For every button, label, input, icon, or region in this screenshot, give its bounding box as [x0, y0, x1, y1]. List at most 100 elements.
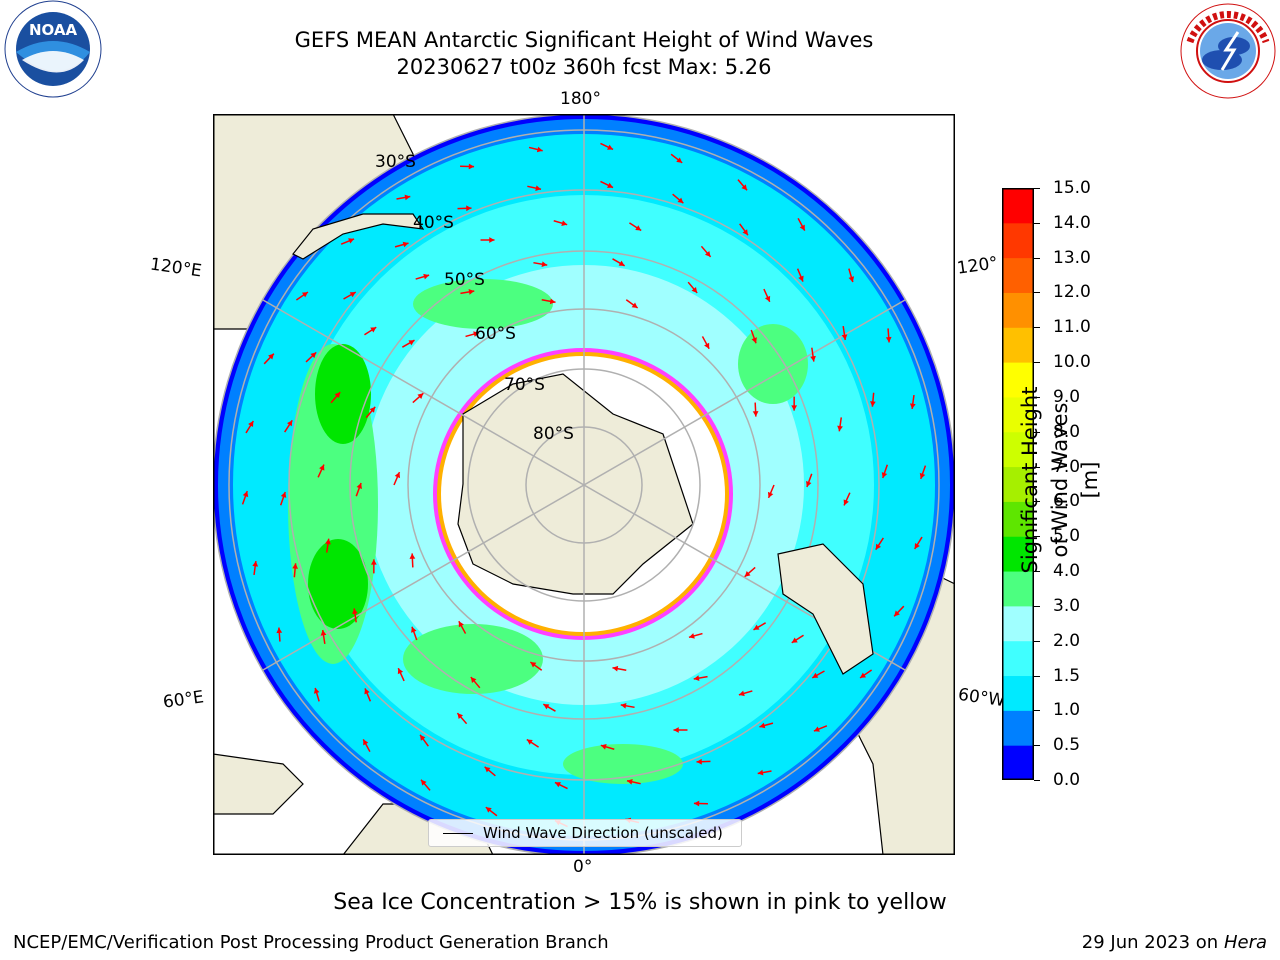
- wave-arrow-head: [751, 337, 757, 344]
- colorbar-tick-label: 13.0: [1053, 247, 1091, 268]
- wave-arrow-head: [693, 800, 700, 807]
- wave-arrow-head: [607, 182, 614, 188]
- colorbar-tick-label: 11.0: [1053, 317, 1091, 338]
- wave-arrow-head: [914, 542, 920, 549]
- date-stamp: 29 Jun 2023 on Hera: [1082, 932, 1267, 953]
- lat-label-80s: 80°S: [533, 424, 574, 444]
- wave-arrow-head: [536, 146, 543, 153]
- colorbar-tick-label: 8.0: [1053, 421, 1081, 442]
- wave-arrow-head: [810, 355, 816, 362]
- wave-arrow-head: [549, 298, 556, 305]
- wave-arrow-head: [530, 662, 537, 668]
- wave-arrow-head: [468, 289, 475, 295]
- wave-arrow-head: [612, 665, 619, 672]
- chart-subtitle: 20230627 t00z 360h fcst Max: 5.26: [396, 55, 772, 79]
- colorbar-bin: [1002, 745, 1034, 780]
- wave-arrow-head: [458, 621, 464, 628]
- wave-arrow-head: [673, 727, 679, 733]
- colorbar-bin: [1002, 396, 1034, 433]
- wave-arrow-head: [349, 292, 356, 298]
- wave-arrow-head: [919, 472, 926, 479]
- colorbar-tick-label: 15.0: [1053, 178, 1091, 198]
- wave-arrow-head: [799, 224, 805, 231]
- wave-arrow-head: [741, 184, 748, 191]
- wave-arrow-head: [420, 734, 426, 741]
- colorbar-tick-mark: [1034, 571, 1040, 573]
- wave-arrow-head: [837, 425, 843, 432]
- credit: NCEP/EMC/Verification Post Processing Pr…: [13, 932, 609, 953]
- lat-label-40s: 40°S: [413, 213, 454, 233]
- wave-arrow-head: [764, 295, 771, 302]
- wave-arrow-head: [798, 275, 804, 282]
- colorbar-bin: [1002, 362, 1034, 398]
- colorbar-bin: [1002, 222, 1034, 259]
- lat-label-60s: 60°S: [475, 324, 516, 344]
- chart-title: GEFS MEAN Antarctic Significant Height o…: [294, 28, 874, 52]
- wave-arrow-head: [417, 393, 424, 399]
- wave-arrow-head: [268, 353, 274, 360]
- nws-logo: [1180, 3, 1276, 99]
- wave-arrow-head: [420, 779, 427, 786]
- legend-label: Wind Wave Direction (unscaled): [483, 824, 723, 842]
- wave-arrow-head: [423, 273, 430, 280]
- wave-arrow-head: [402, 241, 409, 248]
- colorbar-tick-mark: [1034, 605, 1040, 607]
- wave-arrow-head: [691, 287, 698, 293]
- wave-arrow-head: [806, 481, 812, 487]
- colorbar-tick-mark: [1034, 362, 1040, 364]
- colorbar-bin: [1002, 605, 1034, 642]
- lat-label-70s: 70°S: [504, 375, 545, 395]
- wave-arrow-head: [688, 633, 695, 639]
- wave-arrow-head: [696, 758, 702, 765]
- colorbar-bin: [1002, 710, 1034, 746]
- wave-arrow-head: [812, 672, 819, 678]
- wave-arrow-head: [885, 336, 892, 343]
- wave-arrow-head: [554, 782, 561, 788]
- colorbar-tick-label: 7.0: [1053, 456, 1081, 477]
- colorbar-tick-mark: [1034, 466, 1040, 468]
- wave-arrow-head: [363, 739, 369, 746]
- wave-arrow-head: [848, 276, 855, 283]
- wave-arrow-head: [411, 626, 417, 633]
- wave-arrow-head: [704, 342, 710, 349]
- machine-name: Hera: [1223, 932, 1267, 953]
- colorbar-bin: [1002, 640, 1034, 677]
- wave-arrow-head: [744, 571, 751, 577]
- wave-arrow-head: [875, 543, 882, 550]
- wave-arrow-head: [485, 807, 492, 813]
- wave-arrow-head: [409, 553, 416, 559]
- wave-arrow-head: [348, 238, 355, 244]
- wave-arrow-head: [252, 561, 259, 567]
- colorbar-bin: [1002, 431, 1034, 468]
- wave-arrow-head: [457, 713, 464, 719]
- date-text: 29 Jun 2023 on: [1081, 932, 1219, 953]
- colorbar-bin: [1002, 466, 1034, 502]
- polar-map: [213, 114, 955, 855]
- map-legend: Wind Wave Direction (unscaled): [428, 819, 742, 847]
- colorbar-label: Significant Height of Wind Waves [m]: [1018, 386, 1102, 574]
- wave-arrow-head: [635, 225, 642, 231]
- wave-arrow-head: [310, 352, 317, 359]
- colorbar-tick-mark: [1034, 780, 1040, 781]
- wave-arrow-head: [313, 687, 320, 694]
- colorbar-bin: [1002, 327, 1034, 363]
- wave-arrow-head: [541, 261, 548, 268]
- wave-arrow-head: [370, 559, 377, 565]
- lon-label-0: 0°: [573, 857, 593, 877]
- wave-arrow-head: [286, 420, 293, 427]
- wave-arrow-head: [759, 722, 766, 729]
- colorbar-tick-mark: [1034, 188, 1040, 189]
- wave-arrow-head: [881, 472, 888, 478]
- colorbar-tick-mark: [1034, 640, 1040, 642]
- colorbar-tick-mark: [1034, 327, 1040, 329]
- wave-arrow-head: [631, 302, 638, 308]
- colorbar-bin: [1002, 536, 1034, 572]
- lon-label-60e: 60°E: [161, 687, 206, 713]
- wave-arrow-head: [276, 627, 283, 634]
- svg-text:NOAA: NOAA: [29, 21, 78, 39]
- wave-arrow-head: [369, 406, 376, 413]
- wave-arrow-head: [352, 608, 358, 615]
- colorbar-tick-label: 0.5: [1053, 735, 1081, 756]
- wave-arrow-head: [894, 610, 900, 617]
- lon-label-60w: 60°W: [956, 684, 1007, 712]
